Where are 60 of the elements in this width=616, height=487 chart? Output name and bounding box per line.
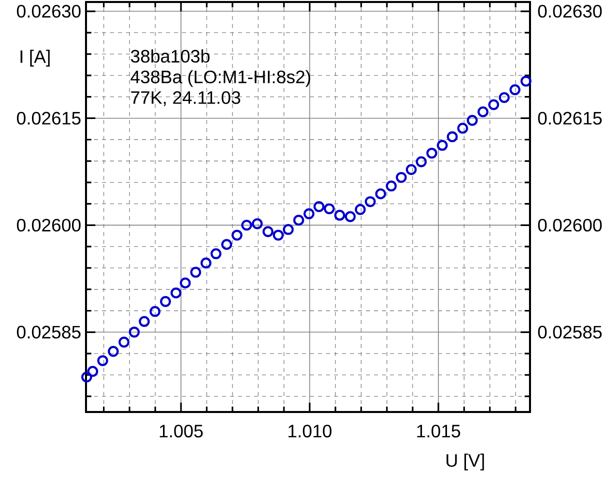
point: [446, 131, 458, 142]
point: [375, 188, 386, 200]
y-axis-title: I [A]: [20, 50, 50, 67]
point: [128, 326, 140, 338]
point: [252, 218, 263, 230]
point: [221, 238, 232, 250]
point: [457, 122, 468, 134]
point: [190, 266, 202, 278]
point: [396, 172, 407, 183]
point: [510, 84, 520, 96]
point: [97, 355, 108, 366]
point: [118, 336, 130, 348]
point: [282, 224, 294, 235]
point: [200, 258, 212, 268]
point: [354, 204, 366, 215]
point: [180, 277, 191, 288]
point: [138, 316, 150, 327]
point: [498, 92, 510, 104]
point: [426, 148, 438, 159]
point: [150, 306, 160, 317]
point: [108, 346, 119, 357]
y-tick-label: 0.02615: [16, 112, 81, 125]
y2-tick-label: 0.02630: [538, 4, 602, 18]
y-tick-label: 0.02600: [16, 218, 81, 232]
point: [272, 230, 284, 241]
point: [293, 214, 304, 226]
y2-tick-label: 0.02615: [538, 112, 602, 125]
point: [488, 99, 500, 110]
point: [386, 180, 397, 192]
point: [364, 196, 376, 208]
point: [406, 164, 417, 176]
point: [241, 220, 252, 231]
point: [478, 106, 488, 118]
y2-tick-label: 0.02600: [538, 218, 602, 232]
point: [87, 366, 98, 377]
x-tick-label: 1.010: [288, 424, 332, 438]
point: [520, 76, 532, 87]
point: [344, 211, 356, 222]
point: [81, 372, 92, 383]
annotation: 38ba103b: [130, 49, 210, 63]
y-tick-label: 0.02585: [16, 326, 81, 339]
point: [436, 140, 448, 151]
point: [232, 230, 242, 241]
point: [334, 210, 346, 221]
point: [416, 156, 427, 168]
point: [262, 226, 274, 238]
y2-tick-label: 0.02585: [538, 326, 602, 339]
point: [170, 287, 182, 298]
point: [324, 203, 335, 214]
annotation: 77K, 24.11.03: [131, 91, 240, 106]
point: [314, 201, 324, 212]
y-tick-label: 0.02630: [16, 4, 81, 18]
point: [160, 296, 171, 307]
x-tick-label: 1.015: [417, 424, 460, 438]
x-tick-label: 1.005: [160, 424, 203, 438]
point: [304, 208, 314, 220]
annotation: 438Ba (LO:M1-HI:8s2): [130, 70, 310, 87]
x-axis-title: U [V]: [446, 454, 484, 470]
point: [210, 248, 222, 260]
point: [466, 114, 478, 126]
